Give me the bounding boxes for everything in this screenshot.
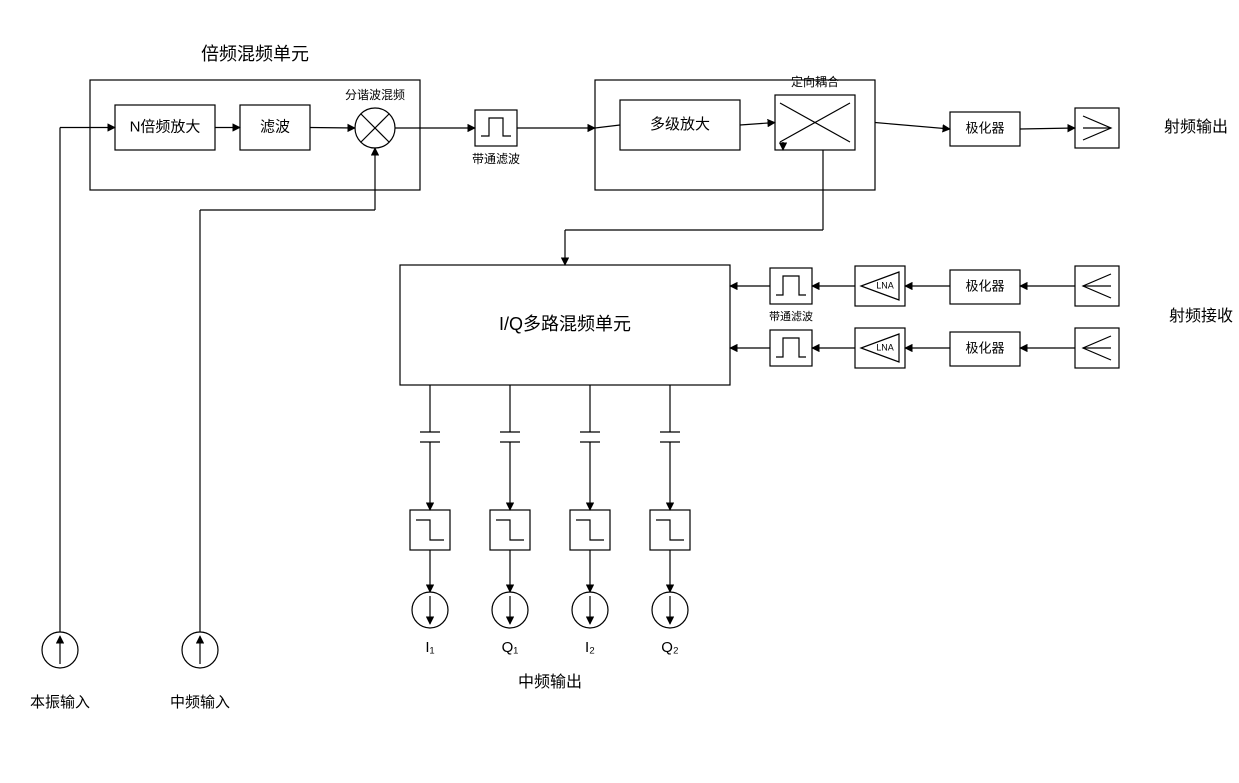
- svg-text:射频输出: 射频输出: [1164, 118, 1228, 136]
- svg-text:滤波: 滤波: [260, 118, 290, 135]
- svg-text:中频输入: 中频输入: [170, 694, 230, 711]
- svg-text:射频接收: 射频接收: [1169, 307, 1233, 325]
- svg-text:I/Q多路混频单元: I/Q多路混频单元: [499, 314, 631, 334]
- svg-text:带通滤波: 带通滤波: [769, 310, 813, 323]
- svg-text:I₁: I₁: [425, 639, 434, 656]
- svg-text:极化器: 极化器: [965, 278, 1004, 293]
- svg-text:多级放大: 多级放大: [650, 116, 710, 133]
- rf-block-diagram: 倍频混频单元 N倍频放大 滤波 分谐波混频带通滤波 多级放大 定向耦合极化器 射频输出 I/Q…: [0, 0, 1239, 783]
- svg-text:中频输出: 中频输出: [518, 673, 582, 691]
- n-amp-label: N倍频放大: [130, 118, 201, 135]
- svg-text:定向耦合: 定向耦合: [791, 74, 839, 89]
- svg-text:I₂: I₂: [585, 639, 595, 656]
- svg-text:极化器: 极化器: [965, 120, 1004, 135]
- svg-text:Q₂: Q₂: [661, 639, 679, 656]
- svg-text:本振输入: 本振输入: [30, 694, 90, 711]
- svg-text:分谐波混频: 分谐波混频: [345, 88, 405, 102]
- svg-text:带通滤波: 带通滤波: [472, 152, 520, 166]
- svg-text:Q₁: Q₁: [502, 639, 519, 656]
- svg-text:LNA: LNA: [876, 342, 894, 352]
- svg-text:极化器: 极化器: [965, 340, 1004, 355]
- svg-text:LNA: LNA: [876, 280, 894, 290]
- svg-text:倍频混频单元: 倍频混频单元: [201, 44, 309, 64]
